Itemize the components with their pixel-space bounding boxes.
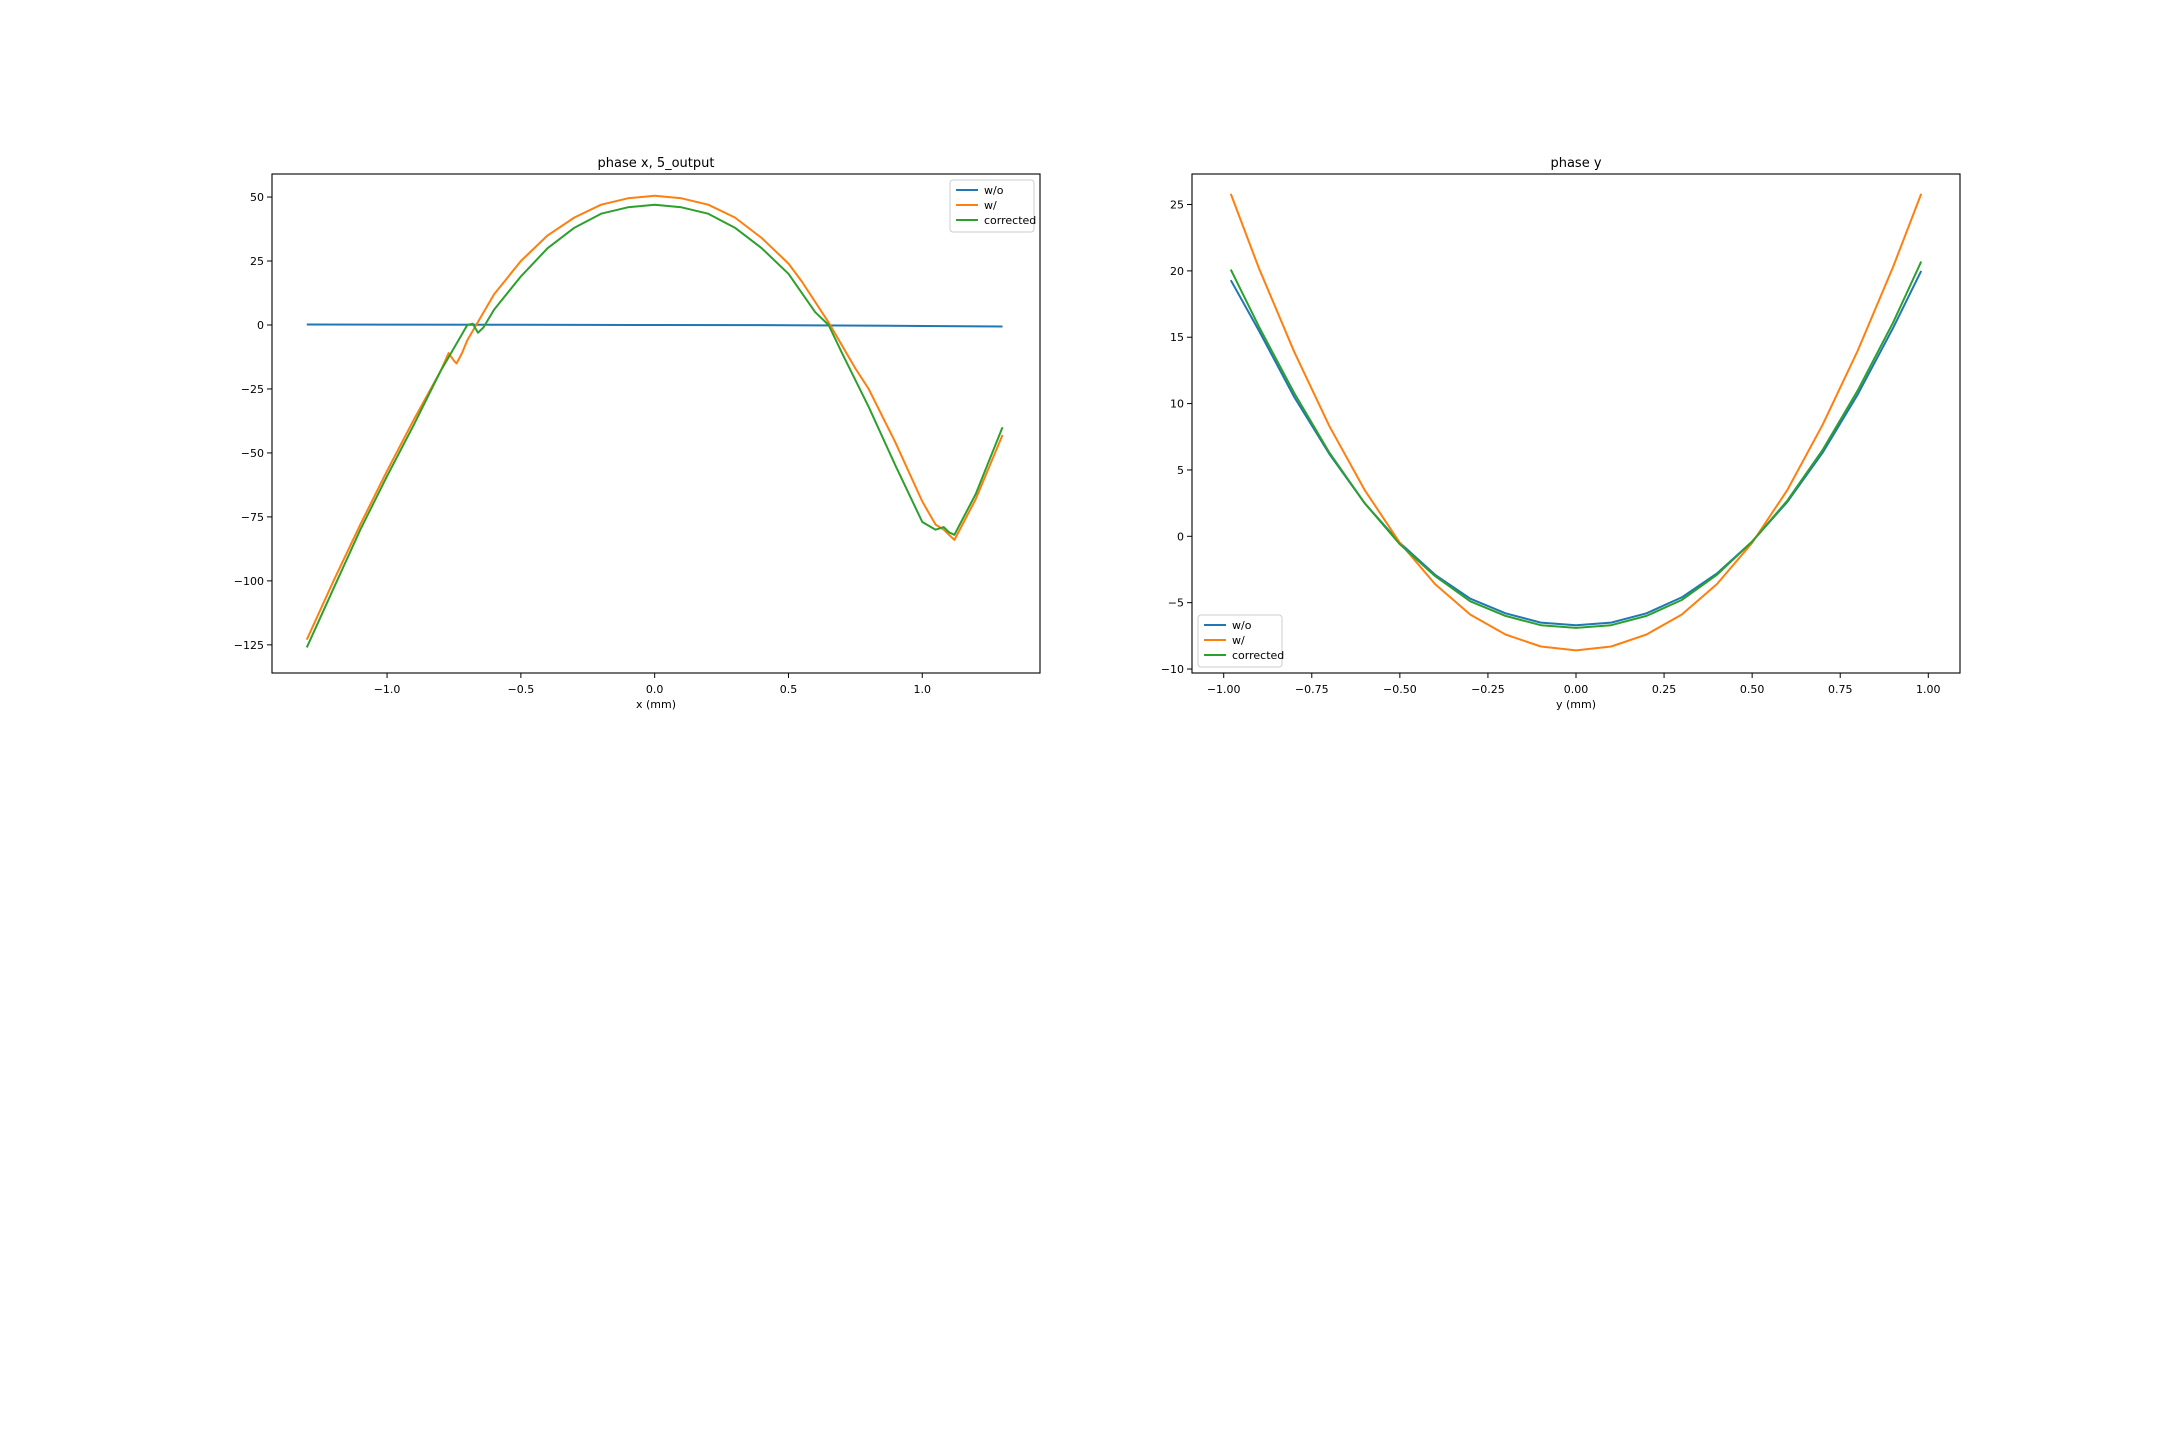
x-tick-label: −0.25	[1471, 683, 1505, 696]
series-line-w-phase-y	[1229, 193, 1923, 652]
x-tick-label: 0.25	[1652, 683, 1677, 696]
y-tick-label: 15	[1170, 331, 1184, 344]
chart-phase-x: −1.0 −0.5 0.0 0.5 1.0 50 25 0 −25 −50 −75 −100 −125 p…	[234, 156, 1041, 711]
series-group	[305, 194, 1004, 648]
y-tick-label: 20	[1170, 265, 1184, 278]
x-axis-label: x (mm)	[636, 698, 676, 711]
legend: w/o w/corrected	[949, 179, 1036, 233]
axes-frame	[271, 173, 1041, 674]
chart-title: phase y	[1550, 156, 1601, 171]
y-tick-label: −75	[241, 511, 264, 524]
y-tick-label: −125	[234, 639, 264, 652]
legend-label: w/o	[1232, 619, 1252, 632]
y-tick-label: 25	[250, 255, 264, 268]
y-tick-label: 50	[250, 191, 264, 204]
x-tick-label: −0.50	[1383, 683, 1417, 696]
series-line-corrected-phase-x	[305, 203, 1004, 648]
legend-label: w/o	[984, 184, 1004, 197]
y-tick-label: 0	[257, 319, 264, 332]
x-tick-label: 0.0	[646, 683, 664, 696]
x-axis-label: y (mm)	[1556, 698, 1596, 711]
y-tick-label: 10	[1170, 398, 1184, 411]
x-tick-label: −1.0	[374, 683, 401, 696]
x-tick-label: 0.50	[1740, 683, 1765, 696]
x-tick-label: 1.00	[1916, 683, 1941, 696]
series-line-corrected-phase-y	[1229, 261, 1923, 629]
y-tick-label: −10	[1161, 663, 1184, 676]
y-tick-label: −5	[1168, 597, 1184, 610]
y-tick-label: 5	[1177, 464, 1184, 477]
legend-label: w/	[1232, 634, 1245, 647]
x-tick-label: 0.5	[780, 683, 798, 696]
legend-label: corrected	[984, 214, 1036, 227]
chart-title: phase x, 5_output	[598, 156, 715, 171]
y-tick-label: 0	[1177, 530, 1184, 543]
x-tick-label: −0.75	[1295, 683, 1329, 696]
x-tick-label: 0.00	[1564, 683, 1589, 696]
x-tick-label: 1.0	[914, 683, 932, 696]
legend-label: w/	[984, 199, 997, 212]
y-tick-label: 25	[1170, 199, 1184, 212]
y-tick-label: −100	[234, 575, 264, 588]
legend: w/o w/corrected	[1197, 614, 1284, 668]
y-tick-label: −25	[241, 383, 264, 396]
chart-phase-y: −1.00 −0.75 −0.50 −0.25 0.00 0.25 0.50 0.75 1.00…	[1161, 156, 1961, 711]
y-tick-label: −50	[241, 447, 264, 460]
legend-label: corrected	[1232, 649, 1284, 662]
x-tick-label: 0.75	[1828, 683, 1853, 696]
x-tick-label: −1.00	[1207, 683, 1241, 696]
x-tick-label: −0.5	[508, 683, 535, 696]
series-group	[1229, 193, 1923, 652]
